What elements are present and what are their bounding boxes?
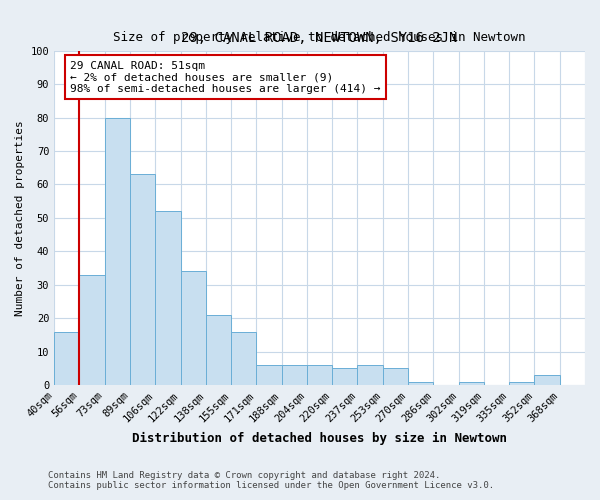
Text: Size of property relative to detached houses in Newtown: Size of property relative to detached ho… (113, 31, 526, 44)
Y-axis label: Number of detached properties: Number of detached properties (15, 120, 25, 316)
Bar (358, 365, 383, 385)
Bar (130, 174, 155, 385)
Bar (181, 272, 206, 385)
Bar (535, 375, 560, 385)
Bar (206, 315, 231, 385)
Text: 29 CANAL ROAD: 51sqm
← 2% of detached houses are smaller (9)
98% of semi-detache: 29 CANAL ROAD: 51sqm ← 2% of detached ho… (70, 60, 380, 94)
Bar (458, 382, 484, 385)
Bar (256, 365, 281, 385)
Bar (509, 382, 535, 385)
Text: Contains HM Land Registry data © Crown copyright and database right 2024.
Contai: Contains HM Land Registry data © Crown c… (48, 470, 494, 490)
Bar (307, 365, 332, 385)
Bar (79, 275, 105, 385)
Bar (332, 368, 358, 385)
Bar (231, 332, 256, 385)
Bar (105, 118, 130, 385)
Bar (383, 368, 408, 385)
Bar (281, 365, 307, 385)
X-axis label: Distribution of detached houses by size in Newtown: Distribution of detached houses by size … (132, 432, 507, 445)
Bar (54, 332, 79, 385)
Title: 29, CANAL ROAD, NEWTOWN, SY16 2JN: 29, CANAL ROAD, NEWTOWN, SY16 2JN (181, 32, 458, 46)
Bar (155, 211, 181, 385)
Bar (408, 382, 433, 385)
